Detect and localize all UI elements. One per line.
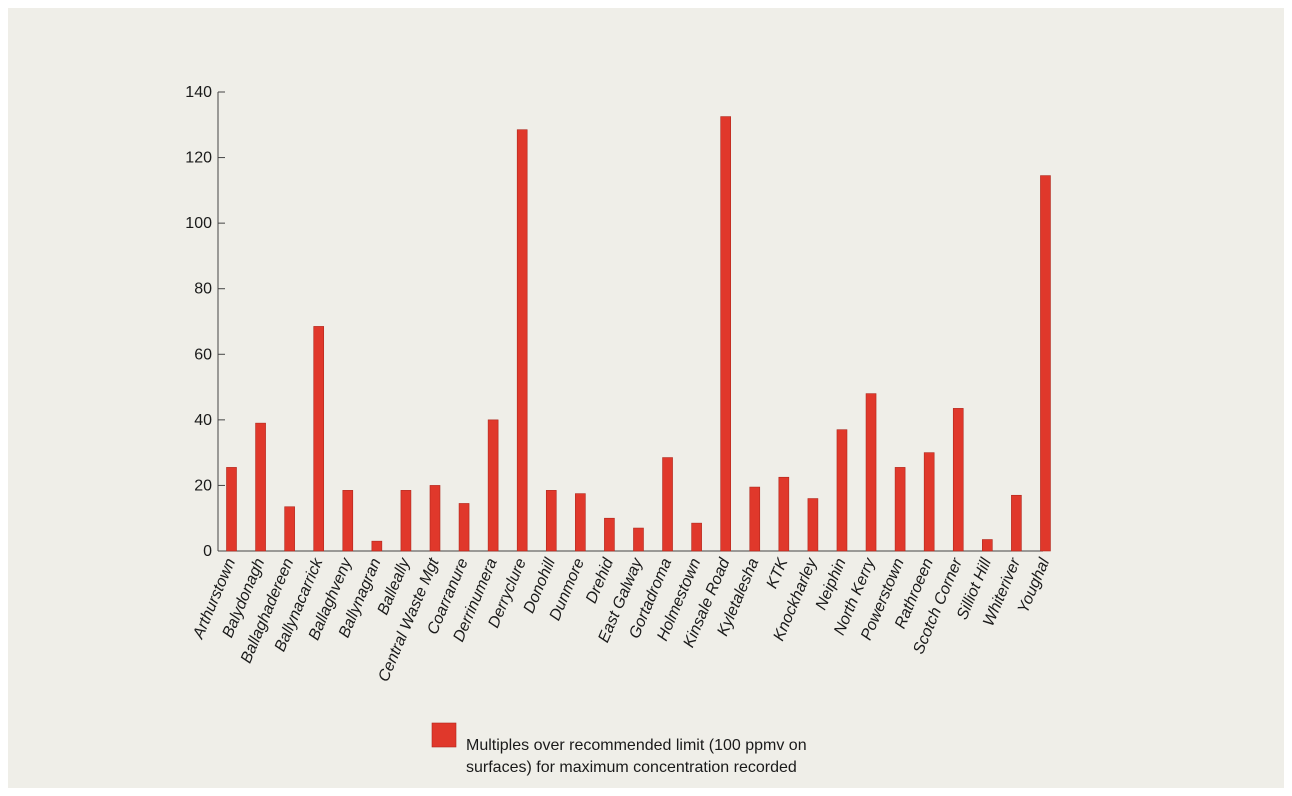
y-tick-label: 140 xyxy=(185,84,212,101)
bar xyxy=(313,326,325,552)
legend-label-line1: Multiples over recommended limit (100 pp… xyxy=(466,737,807,754)
x-axis xyxy=(218,543,1044,552)
bar xyxy=(720,116,731,552)
y-tick-label: 100 xyxy=(185,215,212,232)
bar xyxy=(923,452,935,552)
y-axis: 0 20 40 60 80 100 120 140 xyxy=(185,84,225,560)
bar xyxy=(778,476,790,552)
bar xyxy=(458,503,470,552)
bar xyxy=(865,393,877,552)
bar xyxy=(952,408,964,552)
y-tick-label: 60 xyxy=(194,346,212,363)
bar xyxy=(604,517,615,552)
legend: Multiples over recommended limit (100 pp… xyxy=(431,722,807,776)
bar xyxy=(894,467,906,552)
bar xyxy=(691,522,702,552)
bar xyxy=(516,129,528,552)
bar xyxy=(662,457,673,552)
y-tick-label: 0 xyxy=(203,543,212,560)
y-tick-label: 20 xyxy=(194,477,212,494)
bar xyxy=(982,539,993,552)
legend-swatch xyxy=(431,722,457,748)
chart-panel: 0 20 40 60 80 100 120 140 Arthurstown Balydonagh… xyxy=(8,8,1284,788)
legend-label-line2: surfaces) for maximum concentration reco… xyxy=(466,759,797,776)
bar xyxy=(575,493,586,552)
y-tick-label: 80 xyxy=(194,281,212,298)
y-tick-label: 120 xyxy=(185,150,212,167)
bar xyxy=(284,506,295,552)
bars xyxy=(226,116,1051,552)
bar xyxy=(749,486,761,552)
x-tick-label: KTK xyxy=(764,555,792,592)
bar xyxy=(400,490,412,552)
bar xyxy=(633,527,644,552)
bar xyxy=(836,429,848,552)
bar xyxy=(807,498,819,552)
category-labels: ArthurstownBalydonaghBallaghadereenBally… xyxy=(190,555,1054,685)
y-tick-label: 40 xyxy=(194,412,212,429)
bar xyxy=(371,540,383,552)
bar xyxy=(1011,494,1022,552)
bar xyxy=(226,467,237,552)
bar xyxy=(487,419,499,552)
bar xyxy=(545,490,557,552)
bar xyxy=(255,422,266,552)
bar xyxy=(342,490,354,552)
bar-chart: 0 20 40 60 80 100 120 140 ArthurstownBalydonagh… xyxy=(185,84,1054,776)
bar xyxy=(1040,175,1051,552)
bar xyxy=(429,485,441,552)
